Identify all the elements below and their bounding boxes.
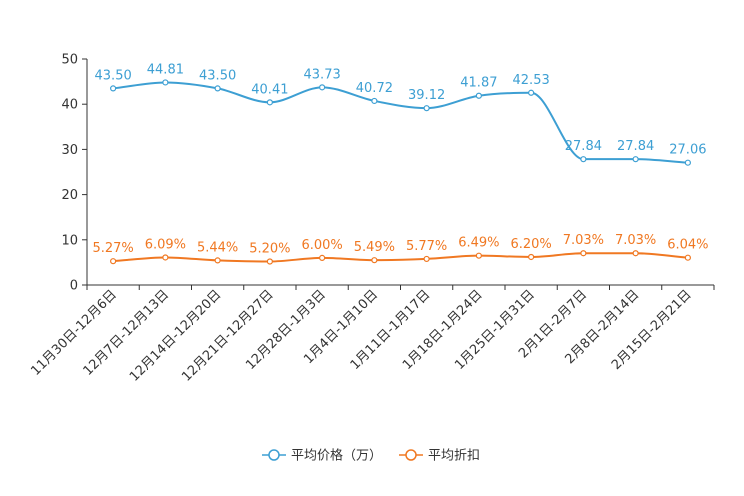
y-tick-label: 40: [61, 98, 78, 113]
data-label: 6.49%: [458, 236, 499, 251]
data-label: 40.72: [356, 81, 393, 96]
y-tick-label: 30: [61, 143, 78, 158]
series-layer: [110, 79, 691, 265]
legend-label: 平均价格（万）: [291, 448, 382, 464]
data-label: 5.49%: [354, 240, 395, 255]
data-label: 7.03%: [615, 233, 656, 248]
y-tick-label: 10: [61, 233, 78, 248]
axes: 0102030405011月30日-12月6日12月7日-12月13日12月14…: [28, 53, 715, 385]
y-tick-label: 50: [61, 53, 78, 68]
data-point: [580, 250, 587, 257]
data-label: 6.20%: [510, 237, 551, 252]
data-point: [110, 258, 117, 265]
data-labels: 43.50 44.81 43.50 40.41 43.73 40.72 39.12 41.87…: [92, 62, 708, 256]
data-point: [162, 254, 169, 261]
data-label: 7.03%: [563, 233, 604, 248]
data-point: [528, 89, 535, 96]
data-point: [684, 159, 691, 166]
data-label: 40.41: [251, 82, 288, 97]
data-point: [214, 85, 221, 92]
legend-item-2: 平均折扣: [399, 449, 480, 464]
data-label: 5.27%: [92, 241, 133, 256]
data-point: [162, 79, 169, 86]
data-label: 5.77%: [406, 239, 447, 254]
data-point: [371, 257, 378, 264]
x-tick-label: 12月21日-12月27日: [179, 287, 276, 384]
legend-marker-icon: [405, 449, 417, 461]
data-point: [580, 156, 587, 163]
data-label: 6.00%: [301, 238, 342, 253]
data-point: [423, 105, 430, 112]
data-point: [684, 254, 691, 261]
data-point: [371, 97, 378, 105]
legend: 平均价格（万） 平均折扣: [262, 448, 480, 464]
data-point: [475, 252, 482, 259]
data-point: [475, 92, 482, 99]
data-label: 5.44%: [197, 240, 238, 255]
x-tick-label: 12月14日-12月20日: [127, 287, 224, 384]
data-label: 6.04%: [667, 238, 708, 253]
data-label: 42.53: [513, 73, 550, 88]
data-label: 5.20%: [249, 241, 290, 256]
data-label: 27.84: [617, 139, 654, 154]
y-tick-label: 20: [61, 188, 78, 203]
data-label: 44.81: [147, 62, 184, 77]
data-point: [632, 156, 639, 163]
data-point: [632, 250, 639, 257]
data-label: 27.06: [669, 143, 706, 158]
series-2: [110, 250, 691, 265]
data-label: 43.73: [304, 67, 341, 82]
data-point: [110, 85, 117, 92]
data-point: [528, 253, 535, 261]
data-point: [266, 258, 273, 265]
x-tick-label: 11月30日-12月6日: [28, 287, 120, 379]
legend-item-1: 平均价格（万）: [262, 448, 382, 464]
data-label: 41.87: [460, 76, 497, 91]
data-label: 39.12: [408, 88, 445, 103]
data-label: 6.09%: [145, 237, 186, 252]
data-point: [266, 99, 273, 106]
data-label: 27.84: [565, 139, 602, 154]
y-tick-label: 0: [70, 279, 78, 294]
series-line: [113, 252, 688, 263]
data-point: [319, 254, 326, 261]
data-point: [423, 255, 430, 263]
data-point: [214, 257, 221, 264]
series-1: [110, 79, 691, 166]
legend-marker-icon: [268, 449, 280, 461]
data-label: 43.50: [199, 68, 236, 83]
legend-label: 平均折扣: [428, 449, 480, 464]
data-label: 43.50: [95, 68, 132, 83]
data-point: [319, 84, 326, 91]
